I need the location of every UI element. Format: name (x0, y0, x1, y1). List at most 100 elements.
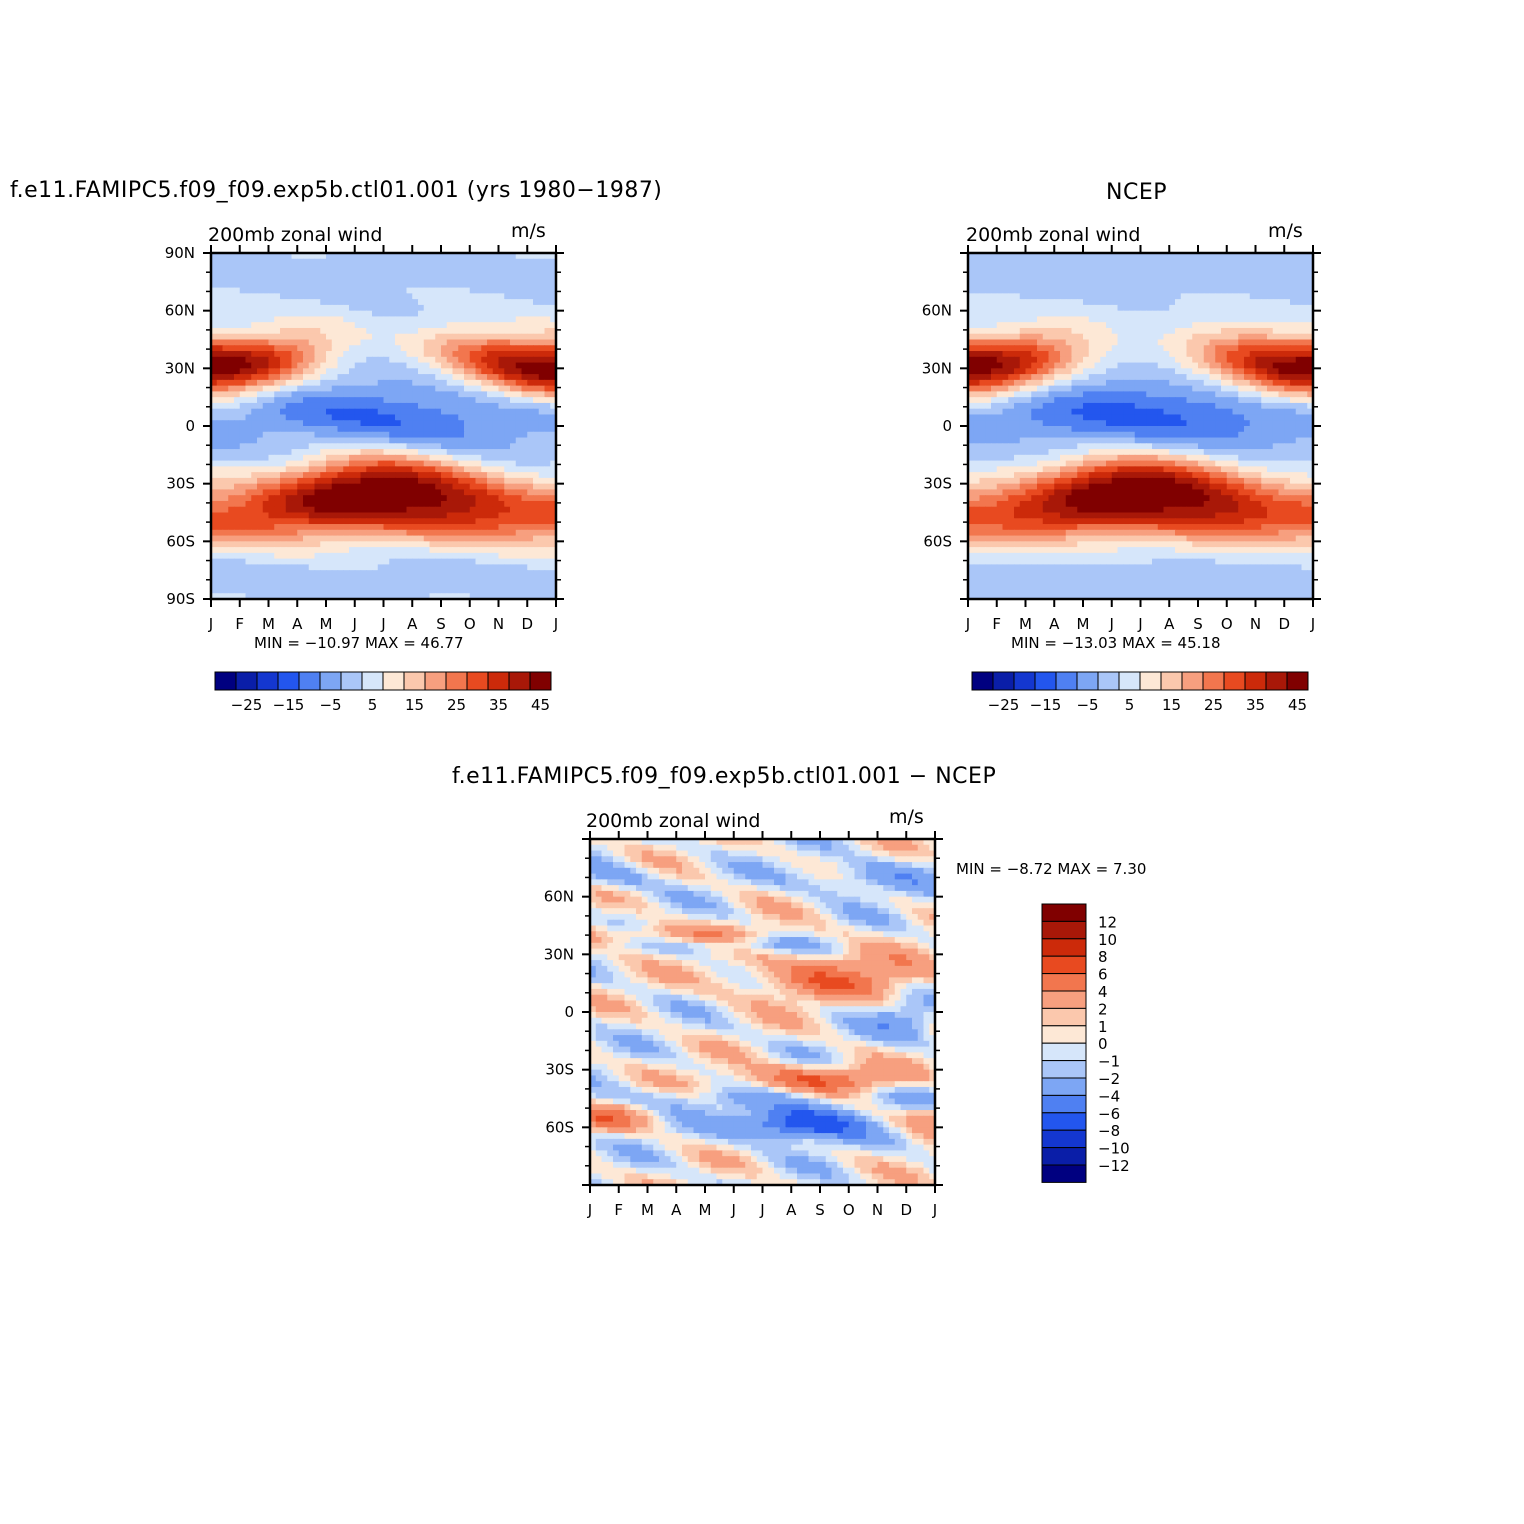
heatmap-cell (504, 402, 511, 410)
heatmap-cell (245, 477, 252, 485)
heatmap-cell (395, 506, 402, 514)
heatmap-cell (487, 564, 494, 571)
heatmap-cell (1083, 310, 1090, 318)
heatmap-cell (527, 495, 534, 502)
heatmap-cell (228, 264, 235, 271)
heatmap-cell (308, 472, 316, 479)
heatmap-cell (222, 362, 229, 369)
heatmap-cell (377, 281, 385, 289)
heatmap-cell (458, 304, 465, 312)
heatmap-cell (1060, 374, 1067, 381)
heatmap-cell (406, 368, 413, 375)
heatmap-cell (389, 287, 396, 294)
heatmap-cell (538, 518, 546, 525)
heatmap-cell (521, 500, 528, 508)
heatmap-cell (262, 529, 270, 537)
heatmap-cell (395, 258, 402, 266)
heatmap-cell (435, 449, 442, 456)
heatmap-cell (550, 547, 557, 554)
heatmap-cell (492, 495, 500, 502)
heatmap-cell (239, 518, 247, 525)
heatmap-cell (1226, 293, 1234, 300)
heatmap-cell (1025, 310, 1032, 318)
heatmap-cell (349, 518, 356, 525)
heatmap-cell (492, 293, 500, 300)
heatmap-cell (1249, 253, 1257, 260)
heatmap-cell (510, 333, 517, 341)
heatmap-cell (1071, 362, 1078, 369)
heatmap-cell (1123, 276, 1130, 283)
heatmap-cell (469, 322, 477, 329)
heatmap-cell (308, 339, 316, 346)
heatmap-cell (360, 270, 367, 277)
heatmap-cell (1060, 351, 1067, 358)
heatmap-cell (1083, 333, 1090, 341)
heatmap-cell (475, 316, 482, 323)
heatmap-cell (475, 385, 482, 392)
heatmap-cell (504, 276, 511, 283)
heatmap-cell (1186, 299, 1193, 306)
heatmap-cell (280, 391, 287, 398)
heatmap-cell (1175, 316, 1182, 323)
heatmap-cell (1238, 339, 1245, 346)
heatmap-cell (973, 264, 981, 271)
heatmap-cell (274, 581, 281, 589)
heatmap-cell (538, 258, 546, 266)
heatmap-cell (1307, 310, 1314, 318)
heatmap-cell (395, 581, 402, 589)
heatmap-cell (1186, 258, 1193, 266)
heatmap-cell (239, 258, 247, 266)
heatmap-cell (400, 483, 408, 491)
heatmap-cell (423, 541, 431, 548)
heatmap-cell (211, 281, 218, 289)
heatmap-cell (234, 385, 241, 392)
heatmap-cell (211, 316, 218, 323)
heatmap-cell (423, 391, 431, 398)
heatmap-cell (297, 506, 304, 514)
heatmap-cell (504, 558, 511, 565)
heatmap-cell (1094, 270, 1101, 277)
heatmap-cell (228, 449, 235, 456)
heatmap-cell (1002, 333, 1009, 341)
heatmap-cell (262, 575, 270, 583)
heatmap-cell (303, 466, 310, 473)
heatmap-cell (510, 443, 517, 450)
heatmap-cell (412, 518, 419, 525)
heatmap-cell (216, 552, 224, 560)
heatmap-cell (1019, 304, 1027, 312)
heatmap-cell (343, 414, 350, 421)
heatmap-cell (228, 408, 235, 416)
heatmap-cell (395, 339, 402, 346)
heatmap-cell (418, 333, 425, 341)
heatmap-cell (245, 512, 252, 519)
heatmap-cell (337, 391, 344, 398)
panel2-title: NCEP (1106, 180, 1167, 205)
heatmap-cell (1175, 253, 1182, 260)
heatmap-cell (308, 391, 316, 398)
heatmap-cell (1065, 333, 1073, 341)
heatmap-cell (280, 575, 287, 583)
heatmap-cell (412, 495, 419, 502)
heatmap-cell (429, 426, 436, 433)
heatmap-cell (1278, 339, 1285, 346)
heatmap-cell (303, 506, 310, 514)
heatmap-cell (406, 472, 413, 479)
heatmap-cell (303, 587, 310, 594)
heatmap-cell (1008, 264, 1015, 271)
heatmap-cell (1278, 316, 1285, 323)
heatmap-cell (383, 541, 390, 548)
heatmap-cell (412, 558, 419, 565)
heatmap-cell (1249, 270, 1257, 277)
heatmap-cell (1094, 316, 1101, 323)
heatmap-cell (533, 327, 540, 335)
heatmap-cell (1025, 351, 1032, 358)
heatmap-cell (337, 489, 344, 496)
heatmap-cell (429, 356, 436, 364)
heatmap-cell (251, 541, 258, 548)
heatmap-cell (360, 316, 367, 323)
heatmap-cell (1244, 368, 1251, 375)
heatmap-cell (1307, 299, 1314, 306)
heatmap-cell (331, 437, 339, 444)
heatmap-cell (366, 489, 373, 496)
heatmap-cell (228, 466, 235, 473)
